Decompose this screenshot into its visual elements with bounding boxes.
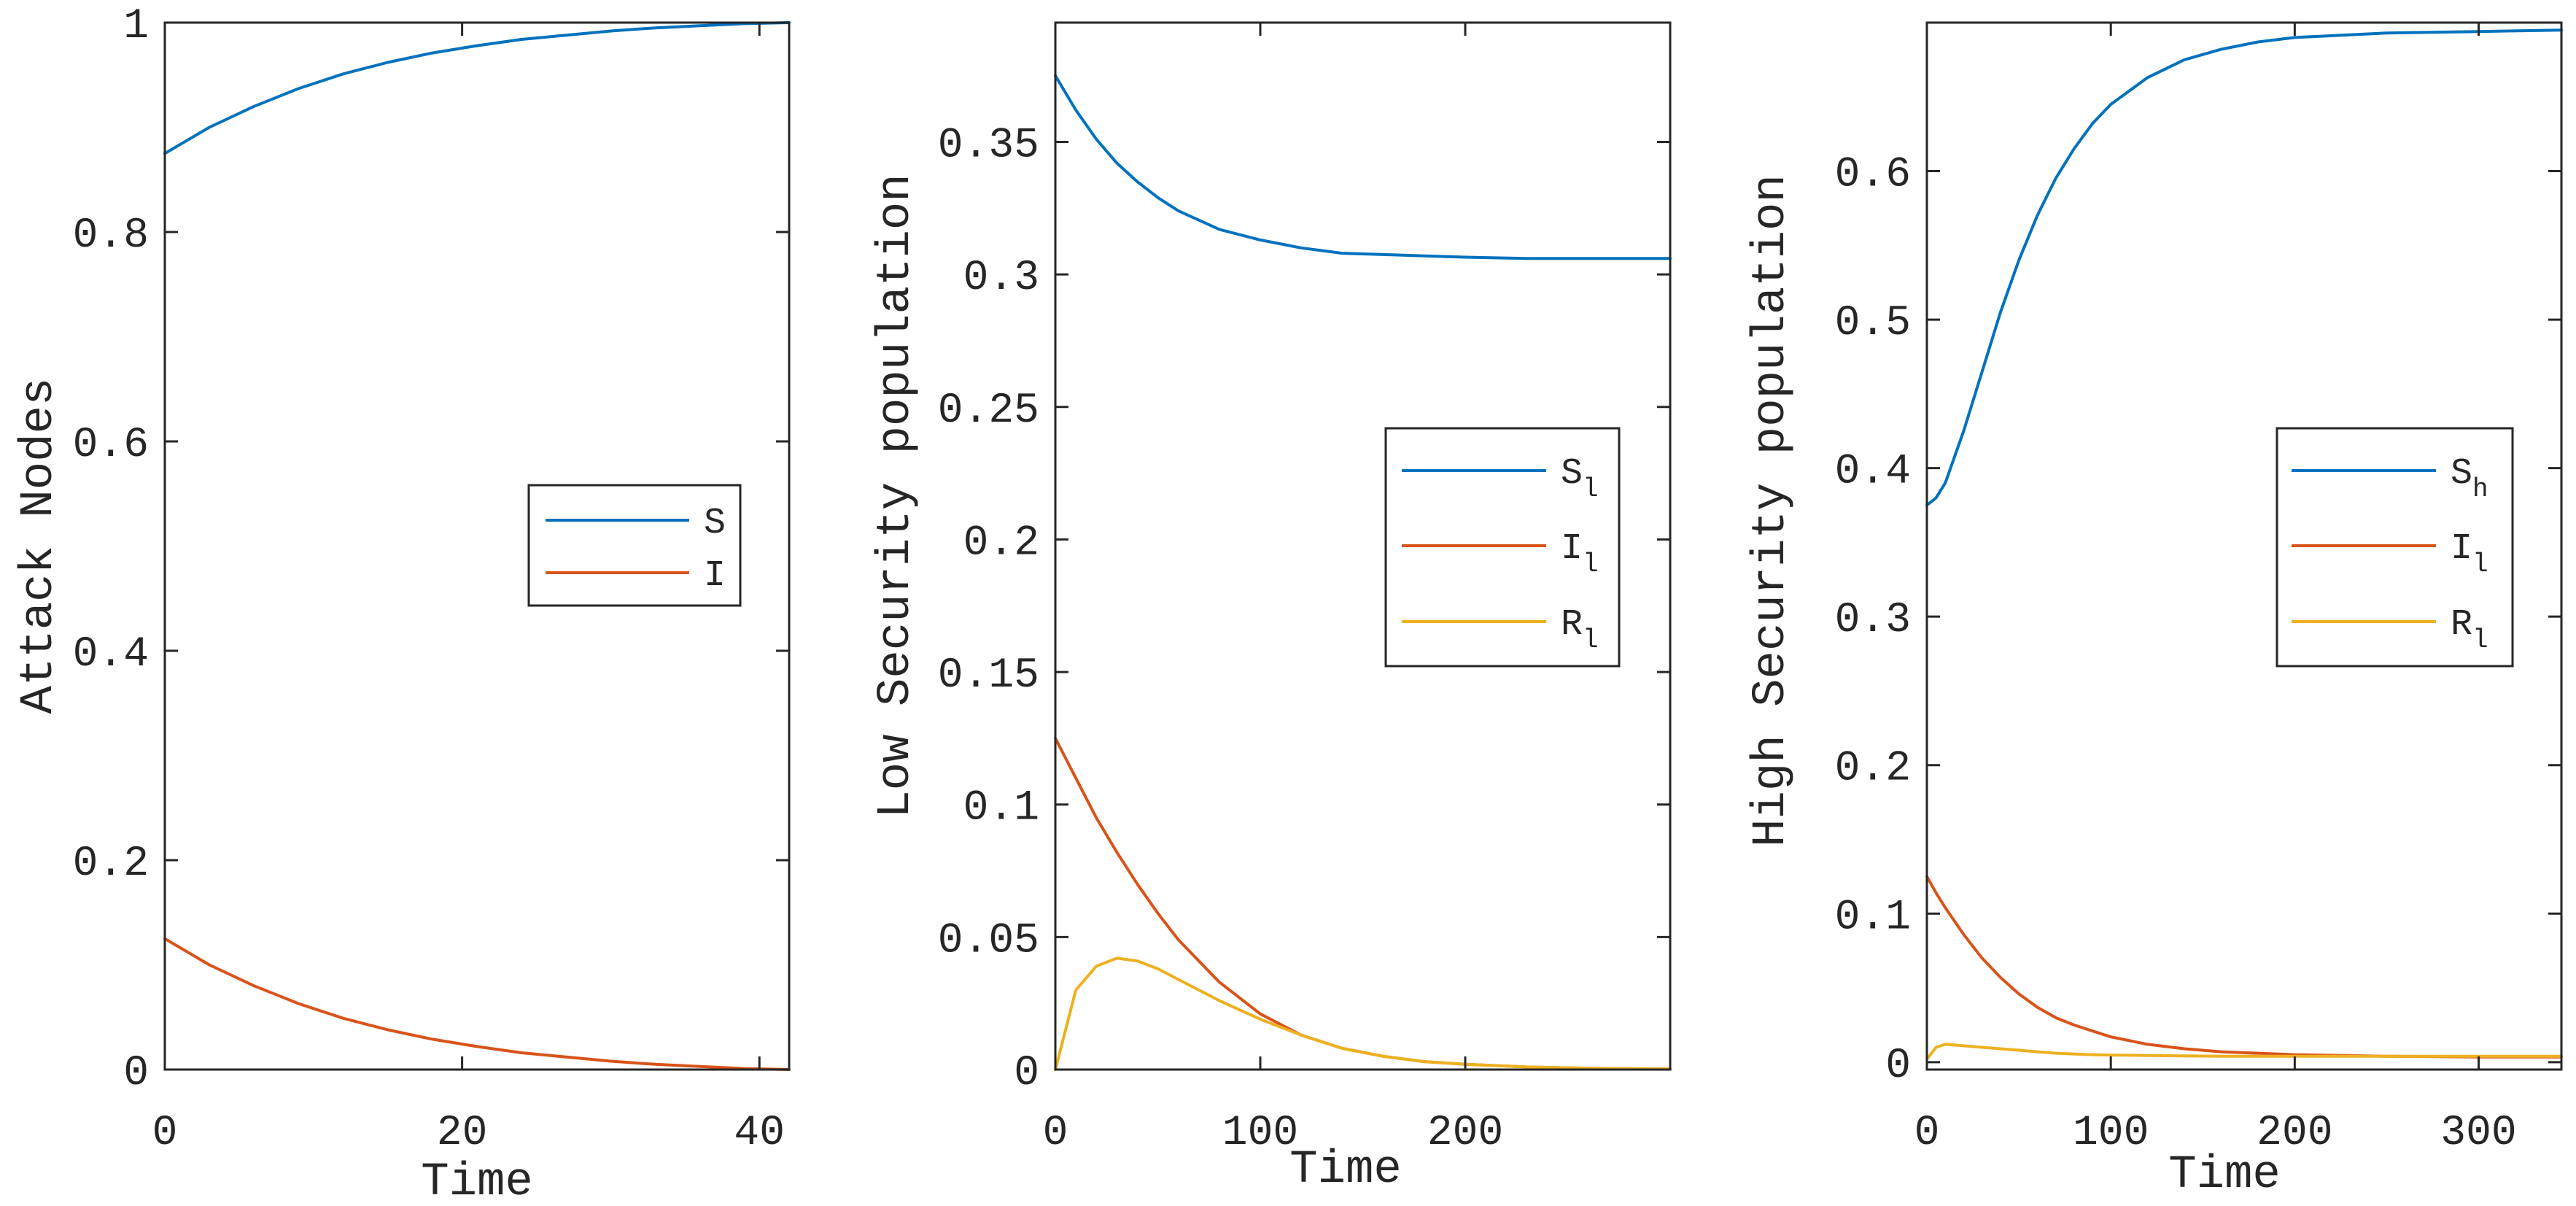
xtick-label-200: 200 — [1427, 1110, 1503, 1157]
ytick-label-0-4: 0.4 — [73, 631, 149, 679]
tick-labels-attack-nodes: 0 20 40 0 0.2 0.4 0.6 0.8 1 — [73, 3, 785, 1157]
ytick-label-0-2: 0.2 — [73, 840, 149, 888]
series-line-sl-low-security — [1054, 74, 1672, 260]
ylabel-high-security: High Security population — [1745, 174, 1798, 847]
legend-label-i: I — [704, 555, 726, 597]
ylabel-attack-nodes: Attack Nodes — [13, 378, 66, 714]
ytick-label-0-1: 0.1 — [963, 785, 1039, 832]
plot-lines-high-security — [1925, 28, 2563, 1061]
ytick-label-0-2: 0.2 — [963, 519, 1039, 567]
xtick-label-0: 0 — [1914, 1110, 1940, 1157]
tick-labels-high-security: 0 100 200 300 0 0.1 0.2 0.3 0.4 0.5 0.6 — [1835, 152, 2517, 1157]
legend-attack-nodes: S I — [527, 484, 742, 607]
series-line-il-high-security — [1925, 875, 2563, 1059]
ticks-low-security — [1054, 23, 1670, 1071]
axes-box-high-security — [1925, 21, 2563, 1071]
xtick-label-200: 200 — [2257, 1110, 2332, 1157]
xtick-label-100: 100 — [1222, 1110, 1298, 1157]
legend-label-rl-high: Rl — [2451, 604, 2488, 655]
ytick-label-0-6: 0.6 — [73, 422, 149, 469]
ytick-label-0-8: 0.8 — [73, 212, 149, 260]
ytick-label-0-5: 0.5 — [1835, 300, 1911, 347]
ytick-label-0: 0 — [123, 1050, 149, 1097]
ytick-label-0-6: 0.6 — [1835, 152, 1911, 199]
series-line-sh-high-security — [1925, 28, 2563, 507]
legend-label-s: S — [704, 503, 726, 544]
legend-high-security: Sh Il Rl — [2276, 427, 2514, 668]
ytick-label-0-25: 0.25 — [938, 387, 1039, 435]
xtick-label-300: 300 — [2440, 1110, 2516, 1157]
ytick-label-1: 1 — [123, 3, 149, 50]
legend-label-il-high: Il — [2451, 528, 2488, 579]
xlabel-low-security: Time — [1289, 1144, 1402, 1197]
legend-label-sh: Sh — [2451, 453, 2488, 504]
plot-lines-attack-nodes — [163, 21, 791, 1071]
panel-attack-nodes: 0 20 40 0 0.2 0.4 0.6 0.8 1 Time Attack Nodes S … — [13, 3, 791, 1206]
xlabel-attack-nodes: Time — [421, 1156, 533, 1206]
xlabel-high-security: Time — [2168, 1149, 2281, 1202]
ytick-label-0-35: 0.35 — [938, 122, 1039, 169]
ticks-high-security — [1925, 23, 2561, 1070]
ytick-label-0-3: 0.3 — [1835, 597, 1911, 644]
ylabel-low-security: Low Security population — [870, 174, 923, 818]
series-line-rl-high-security — [1925, 1043, 2563, 1061]
xtick-label-100: 100 — [2073, 1110, 2149, 1157]
legend-label-rl: Rl — [1561, 604, 1599, 655]
axes-box-attack-nodes — [163, 21, 791, 1071]
panel-high-security: 0 100 200 300 0 0.1 0.2 0.3 0.4 0.5 0.6 Time High … — [1745, 21, 2563, 1202]
panel-low-security: 0 100 200 0 0.05 0.1 0.15 0.2 0.25 0.3 0.35 Time L… — [870, 21, 1672, 1197]
plot-lines-low-security — [1054, 74, 1672, 1071]
legend-label-il: Il — [1561, 528, 1599, 579]
xtick-label-0: 0 — [152, 1110, 178, 1157]
ytick-label-0-15: 0.15 — [938, 652, 1039, 700]
ticks-attack-nodes — [163, 21, 789, 1071]
ytick-label-0: 0 — [1885, 1043, 1911, 1090]
series-line-il-low-security — [1054, 736, 1672, 1071]
legend-low-security: Sl Il Rl — [1384, 427, 1621, 668]
axes-box-low-security — [1054, 21, 1672, 1071]
series-line-s-attack-nodes — [163, 21, 791, 155]
tick-labels-low-security: 0 100 200 0 0.05 0.1 0.15 0.2 0.25 0.3 0.35 — [938, 122, 1503, 1157]
ytick-label-0-4: 0.4 — [1835, 449, 1911, 496]
ytick-label-0-05: 0.05 — [938, 917, 1039, 965]
legend-box-attack-nodes — [527, 484, 742, 607]
ytick-label-0-2: 0.2 — [1835, 746, 1911, 793]
ytick-label-0-3: 0.3 — [963, 255, 1039, 302]
xtick-label-0: 0 — [1043, 1110, 1068, 1157]
ytick-label-0-1: 0.1 — [1835, 894, 1911, 941]
xtick-label-40: 40 — [734, 1110, 785, 1157]
xtick-label-20: 20 — [437, 1110, 488, 1157]
ytick-label-0: 0 — [1014, 1050, 1039, 1097]
series-line-i-attack-nodes — [163, 937, 791, 1071]
series-line-rl-low-security — [1054, 956, 1672, 1071]
legend-label-sl: Sl — [1561, 453, 1599, 504]
